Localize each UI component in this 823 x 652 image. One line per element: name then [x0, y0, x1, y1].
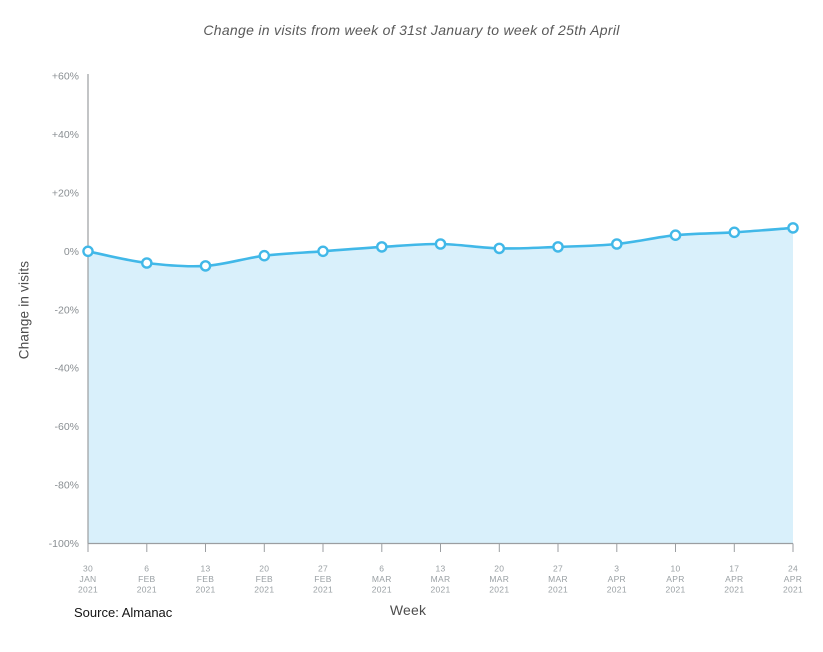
x-tick-label: 10 APR 2021	[665, 564, 685, 595]
x-tick-label: 20 FEB 2021	[254, 564, 274, 595]
data-point-marker	[787, 222, 799, 234]
y-tick-label: +20%	[52, 187, 79, 199]
data-point-marker	[728, 226, 741, 239]
x-tick-label: 24 APR 2021	[783, 564, 803, 595]
data-point-marker	[669, 229, 682, 241]
x-tick-label: 6 MAR 2021	[372, 564, 392, 595]
x-tick-label: 13 MAR 2021	[430, 564, 450, 595]
series-area	[88, 227, 793, 544]
data-point-marker	[317, 245, 329, 258]
y-tick-label: +60%	[52, 71, 79, 83]
data-point-marker	[140, 257, 153, 269]
data-point-marker	[493, 242, 506, 255]
y-tick-label: -60%	[54, 421, 79, 433]
data-point-marker	[199, 260, 212, 272]
x-tick-label: 27 MAR 2021	[548, 564, 568, 595]
data-point-marker	[82, 245, 94, 258]
x-axis-title: Week	[389, 602, 427, 618]
data-point-marker	[375, 241, 388, 253]
y-tick-label: -100%	[49, 538, 79, 550]
y-tick-label: +40%	[52, 129, 79, 141]
x-tick-label: 13 FEB 2021	[195, 564, 215, 595]
y-tick-label: -80%	[54, 480, 79, 492]
data-point-marker	[552, 241, 564, 253]
data-point-marker	[258, 249, 271, 262]
x-tick-label: 17 APR 2021	[724, 564, 744, 595]
x-tick-label: 27 FEB 2021	[313, 564, 333, 595]
y-tick-label: 0%	[64, 246, 79, 258]
x-tick-label: 30 JAN 2021	[78, 564, 98, 595]
y-tick-label: -20%	[54, 304, 79, 316]
data-point-marker	[611, 238, 623, 250]
x-tick-label: 6 FEB 2021	[137, 564, 157, 595]
x-tick-label: 20 MAR 2021	[489, 564, 509, 595]
chart-title: Change in visits from week of 31st Janua…	[203, 22, 620, 38]
source-note: Source: Almanac	[74, 605, 173, 620]
x-tick-label: 3 APR 2021	[607, 564, 627, 595]
y-axis-title: Change in visits	[16, 260, 32, 360]
data-point-marker	[434, 238, 447, 250]
y-tick-label: -40%	[54, 363, 79, 375]
